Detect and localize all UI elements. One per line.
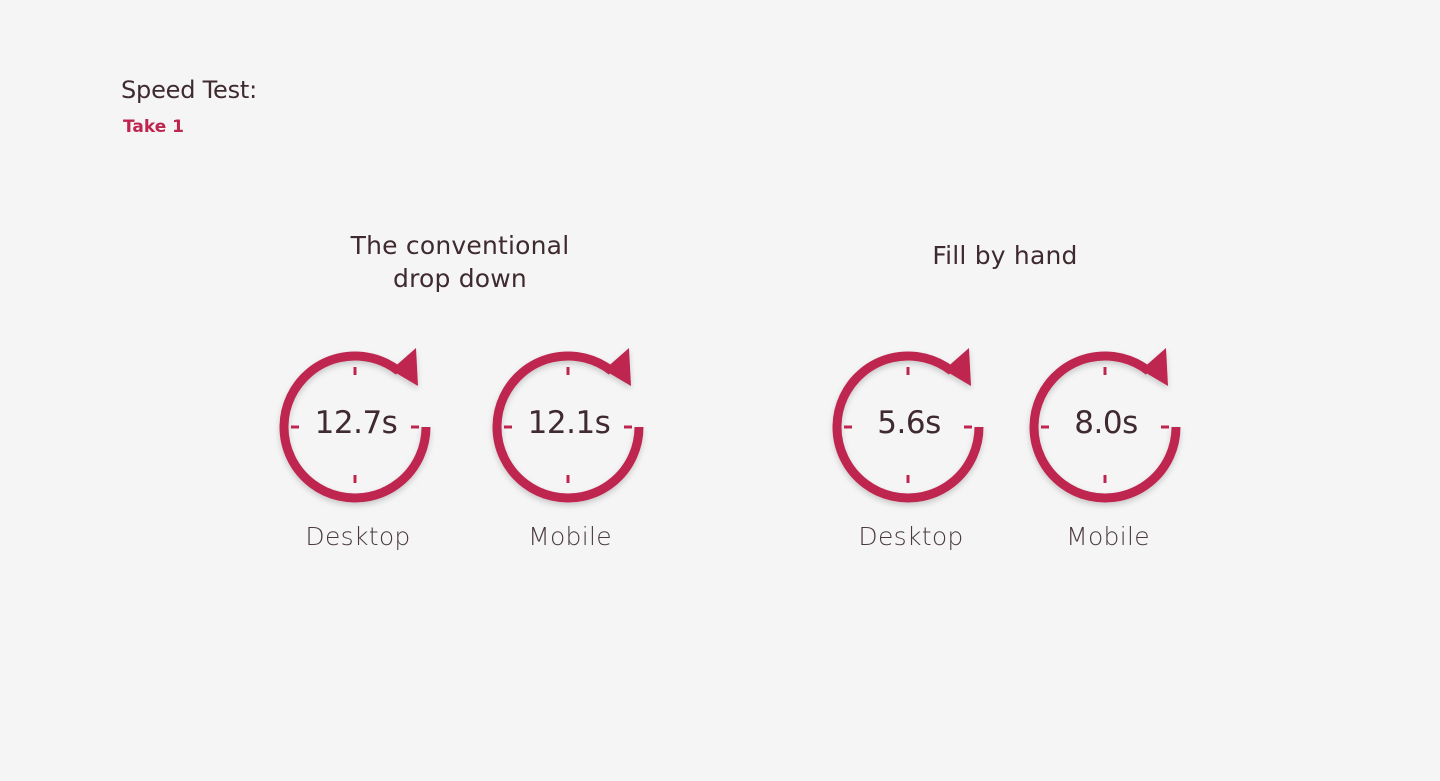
timer-desktop: 12.7s	[266, 346, 446, 516]
timer-value: 8.0s	[1074, 405, 1138, 441]
arrow-head-icon	[604, 348, 631, 386]
tick-mark	[964, 425, 972, 429]
tick-mark	[353, 367, 357, 375]
timer-ring	[1029, 351, 1181, 503]
tick-mark	[1103, 367, 1107, 375]
timer-mobile: 8.0s	[1016, 346, 1196, 516]
timer-ring-group	[832, 348, 984, 503]
tick-mark	[844, 425, 852, 429]
tick-mark	[566, 475, 570, 483]
page-title: Speed Test:	[121, 76, 258, 104]
timer-label: Desktop	[858, 522, 964, 551]
stopwatch-refresh-icon	[279, 348, 431, 503]
tick-mark	[291, 425, 299, 429]
timer-ring-group	[1029, 348, 1181, 503]
timer-value: 5.6s	[877, 405, 941, 441]
timer-ring	[279, 351, 431, 503]
group-title-line: The conventional	[350, 231, 570, 260]
tick-mark	[504, 425, 512, 429]
group-title-line: Fill by hand	[932, 241, 1078, 270]
timer-label: Mobile	[528, 522, 612, 551]
tick-mark	[1041, 425, 1049, 429]
group-title: Fill by hand	[845, 239, 1165, 272]
timer-value: 12.1s	[527, 405, 611, 441]
timer-label: Desktop	[305, 522, 411, 551]
timer-ring-group	[492, 348, 644, 503]
timer-ring	[832, 351, 984, 503]
timer-mobile: 12.1s	[479, 346, 659, 516]
tick-mark	[566, 367, 570, 375]
timer-ring	[492, 351, 644, 503]
tick-mark	[906, 475, 910, 483]
timer-label: Mobile	[1066, 522, 1150, 551]
group-title: The conventional drop down	[300, 229, 620, 295]
arrow-head-icon	[391, 348, 418, 386]
tick-mark	[624, 425, 632, 429]
timer-ring-group	[279, 348, 431, 503]
tick-mark	[906, 367, 910, 375]
tick-mark	[1161, 425, 1169, 429]
tick-mark	[353, 475, 357, 483]
tick-mark	[411, 425, 419, 429]
arrow-head-icon	[1141, 348, 1168, 386]
group-title-line: drop down	[393, 264, 527, 293]
stopwatch-refresh-icon	[492, 348, 644, 503]
tick-mark	[1103, 475, 1107, 483]
stopwatch-refresh-icon	[1029, 348, 1181, 503]
timer-value: 12.7s	[314, 405, 398, 441]
stopwatch-refresh-icon	[832, 348, 984, 503]
timer-desktop: 5.6s	[819, 346, 999, 516]
page-subtitle: Take 1	[123, 117, 185, 137]
arrow-head-icon	[944, 348, 971, 386]
